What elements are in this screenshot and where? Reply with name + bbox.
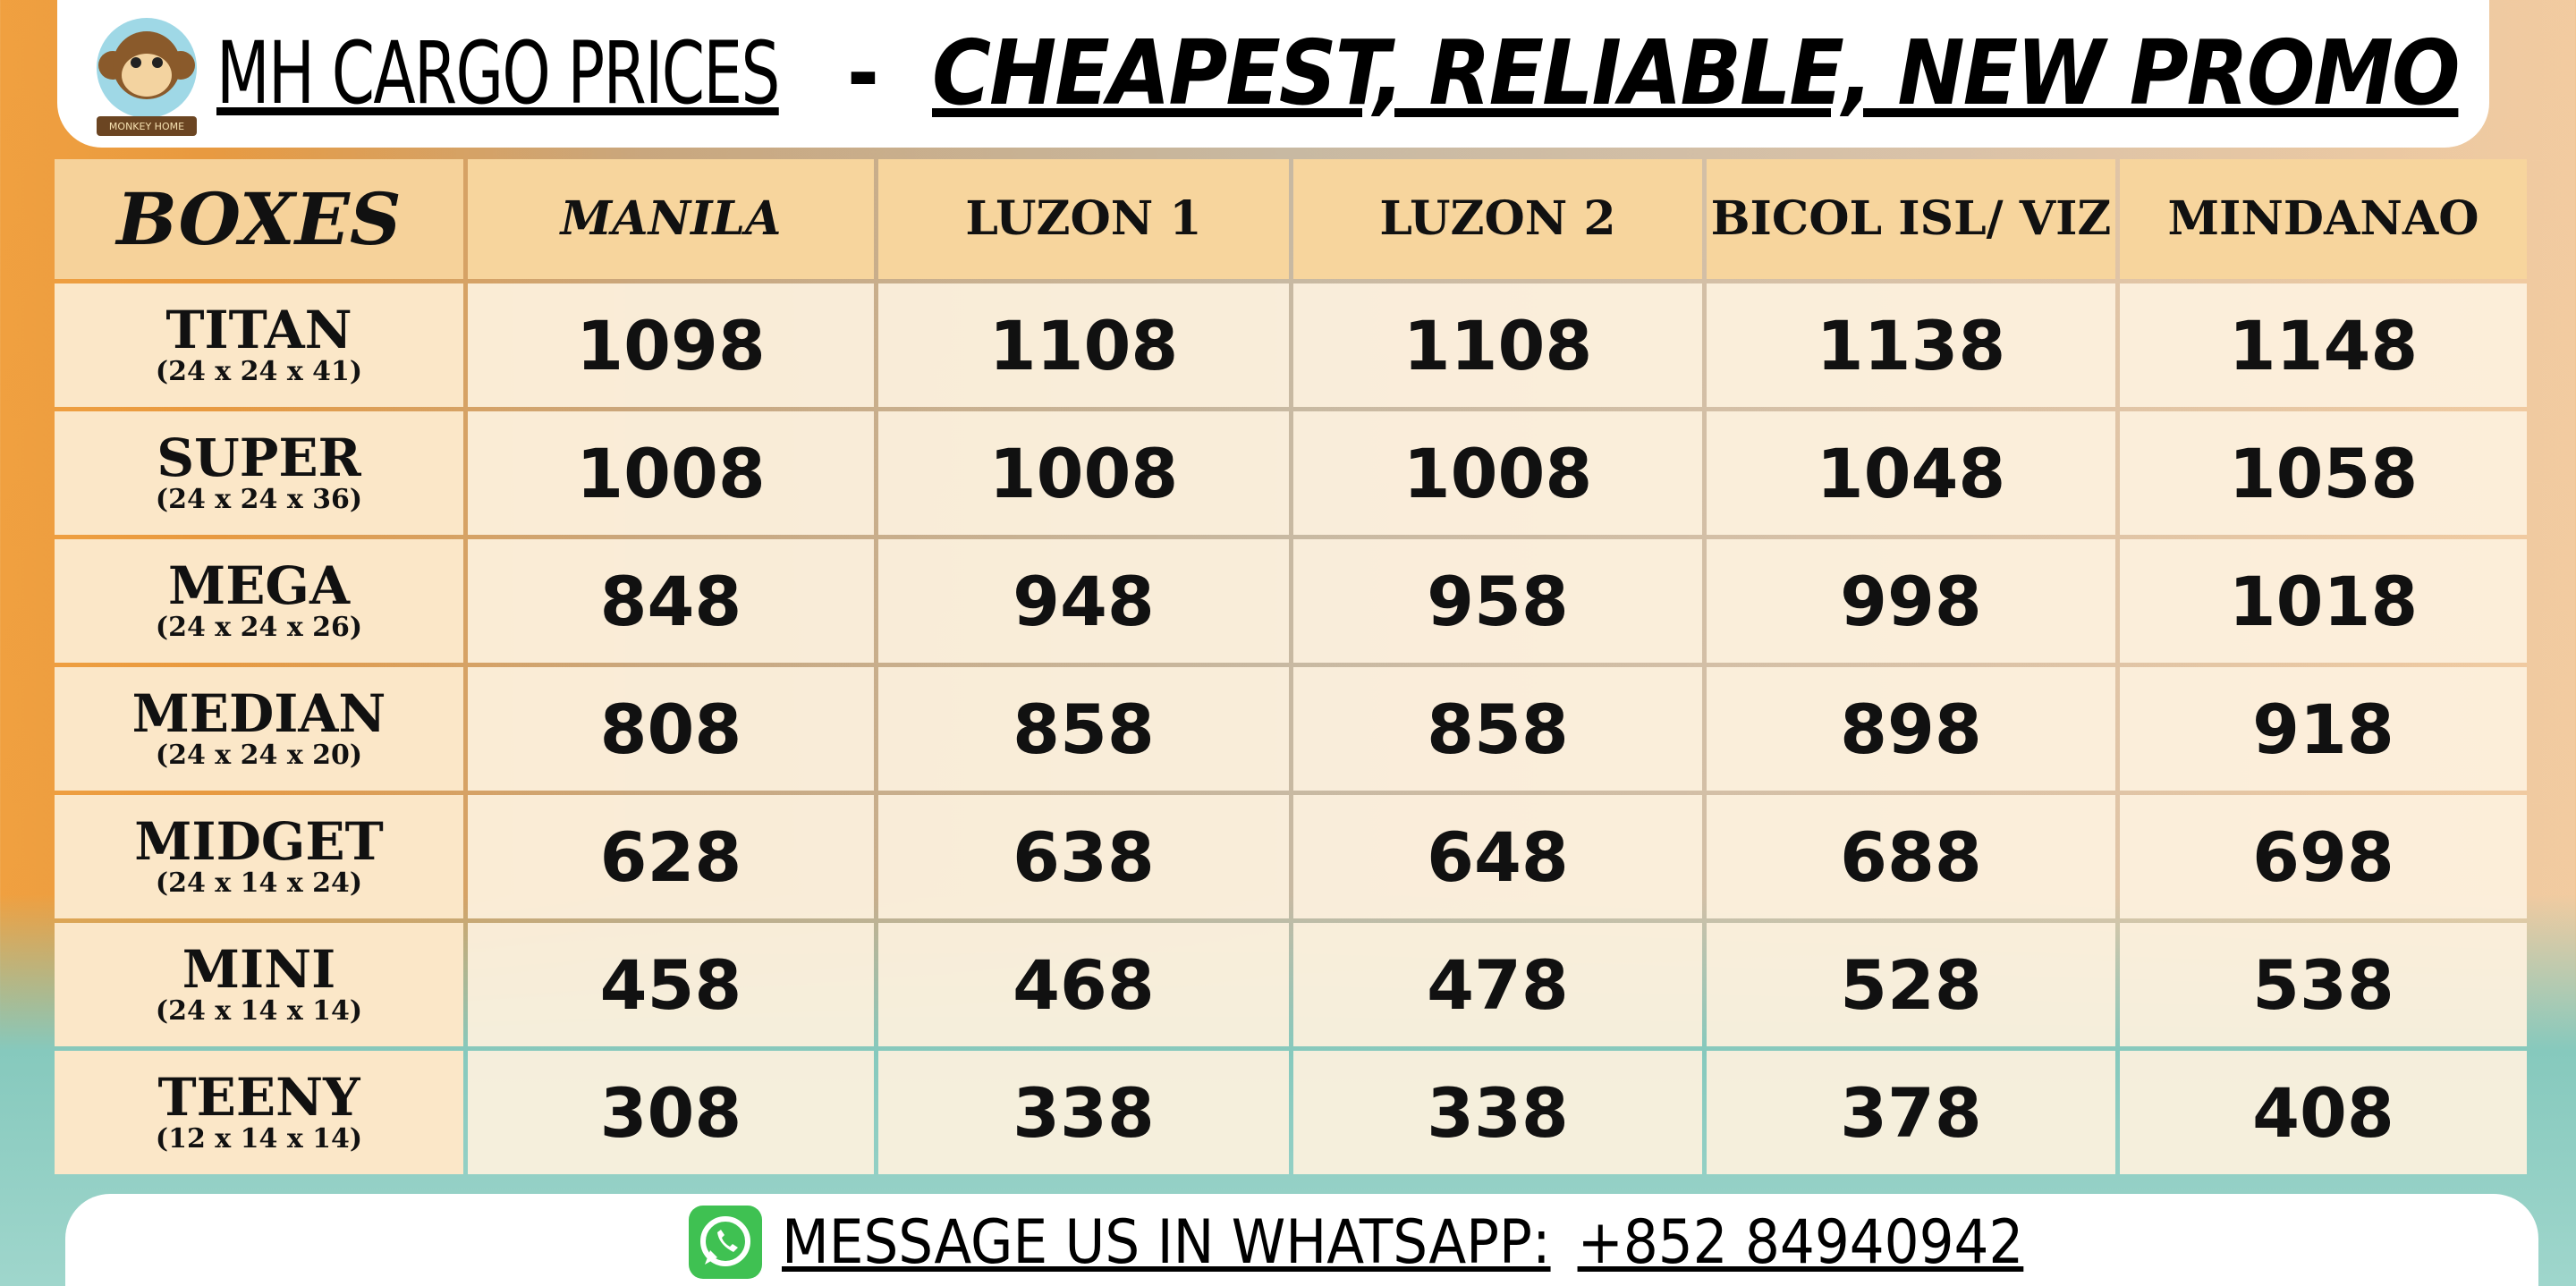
box-size: (24 x 14 x 14) xyxy=(155,995,363,1027)
footer xyxy=(65,1194,2538,1286)
price: 638 xyxy=(878,795,1289,918)
box-name: TEENY xyxy=(157,1067,360,1128)
column-header: LUZON 1 xyxy=(878,159,1289,279)
price: 1008 xyxy=(468,411,874,535)
contact: MESSAGE US IN WHATSAPP: +852 84940942 xyxy=(689,1198,2050,1286)
phone: +852 84940942 xyxy=(1577,1206,2024,1278)
title: MH CARGO PRICES - CHEAPEST, RELIABLE, NE… xyxy=(216,20,2460,127)
price: 628 xyxy=(468,795,874,918)
price: 948 xyxy=(878,539,1289,663)
price-table: BOXES MANILA LUZON 1 LUZON 2 BICOL ISL/ VIZ M… xyxy=(55,159,2527,1174)
box-size: (12 x 14 x 14) xyxy=(155,1123,363,1155)
price: 538 xyxy=(2120,923,2527,1046)
price: 1048 xyxy=(1707,411,2115,535)
box-name: TITAN xyxy=(165,300,352,360)
title-main: MH CARGO PRICES xyxy=(216,23,780,123)
price: 848 xyxy=(468,539,874,663)
column-header: MANILA xyxy=(468,159,874,279)
price: 1148 xyxy=(2120,283,2527,407)
box-cell: TITAN (24 x 24 x 41) xyxy=(55,283,463,407)
price: 478 xyxy=(1293,923,1702,1046)
logo: MONKEY HOME xyxy=(97,18,197,136)
price: 688 xyxy=(1707,795,2115,918)
box-name: MIDGET xyxy=(134,811,384,872)
box-cell: MIDGET (24 x 14 x 24) xyxy=(55,795,463,918)
column-header: MINDANAO xyxy=(2120,159,2527,279)
price: 1018 xyxy=(2120,539,2527,663)
price: 1058 xyxy=(2120,411,2527,535)
box-size: (24 x 24 x 20) xyxy=(155,740,363,771)
price: 308 xyxy=(468,1051,874,1174)
price: 338 xyxy=(878,1051,1289,1174)
box-size: (24 x 24 x 41) xyxy=(155,356,363,387)
box-cell: TEENY (12 x 14 x 14) xyxy=(55,1051,463,1174)
price: 1008 xyxy=(1293,411,1702,535)
price: 378 xyxy=(1707,1051,2115,1174)
box-name: SUPER xyxy=(157,427,361,488)
price: 808 xyxy=(468,667,874,791)
price: 648 xyxy=(1293,795,1702,918)
tagline: CHEAPEST, RELIABLE, NEW PROMO xyxy=(932,21,2460,125)
price: 1008 xyxy=(878,411,1289,535)
price: 528 xyxy=(1707,923,2115,1046)
box-name: MINI xyxy=(182,939,336,1000)
box-cell: SUPER (24 x 24 x 36) xyxy=(55,411,463,535)
price: 958 xyxy=(1293,539,1702,663)
price: 918 xyxy=(2120,667,2527,791)
box-name: MEGA xyxy=(168,555,350,616)
price: 408 xyxy=(2120,1051,2527,1174)
header: MONKEY HOME MH CARGO PRICES - CHEAPEST, … xyxy=(57,0,2489,148)
price: 998 xyxy=(1707,539,2115,663)
box-size: (24 x 24 x 26) xyxy=(155,612,363,643)
price: 1108 xyxy=(1293,283,1702,407)
price: 468 xyxy=(878,923,1289,1046)
box-cell: MEGA (24 x 24 x 26) xyxy=(55,539,463,663)
column-header: BOXES xyxy=(55,159,463,279)
price: 458 xyxy=(468,923,874,1046)
price: 858 xyxy=(1293,667,1702,791)
message: MESSAGE US IN WHATSAPP: xyxy=(782,1206,1551,1278)
column-header: LUZON 2 xyxy=(1293,159,1702,279)
price: 1098 xyxy=(468,283,874,407)
price: 338 xyxy=(1293,1051,1702,1174)
box-cell: MEDIAN (24 x 24 x 20) xyxy=(55,667,463,791)
box-name: MEDIAN xyxy=(131,683,386,744)
box-size: (24 x 14 x 24) xyxy=(155,867,363,899)
logo-text: MONKEY HOME xyxy=(109,121,184,132)
separator: - xyxy=(847,23,879,123)
whatsapp-icon xyxy=(689,1206,762,1279)
price: 1108 xyxy=(878,283,1289,407)
box-size: (24 x 24 x 36) xyxy=(155,484,363,515)
price: 858 xyxy=(878,667,1289,791)
column-header: BICOL ISL/ VIZ xyxy=(1707,159,2115,279)
price: 698 xyxy=(2120,795,2527,918)
box-cell: MINI (24 x 14 x 14) xyxy=(55,923,463,1046)
price: 1138 xyxy=(1707,283,2115,407)
price: 898 xyxy=(1707,667,2115,791)
